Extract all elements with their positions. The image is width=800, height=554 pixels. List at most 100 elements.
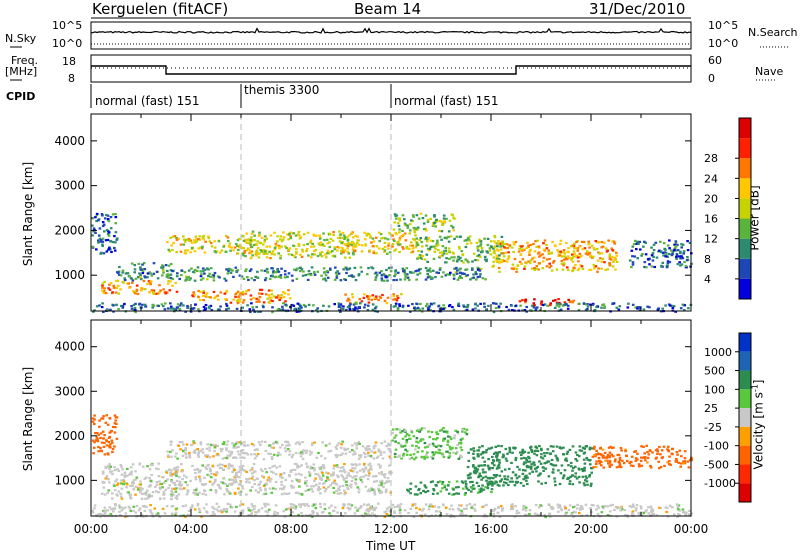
power-pixel [427, 249, 431, 252]
velocity-pixel [113, 445, 116, 448]
velocity-pixel [525, 459, 528, 462]
power-pixel [276, 308, 280, 311]
velocity-pixel [588, 474, 592, 477]
velocity-pixel [498, 459, 501, 462]
power-pixel [415, 214, 419, 217]
power-pixel [393, 221, 396, 224]
power-pixel [417, 269, 420, 272]
power-pixel [201, 277, 205, 280]
power-pixel [167, 276, 170, 279]
power-pixel [152, 272, 156, 275]
velocity-pixel [557, 510, 560, 513]
velocity-pixel [101, 470, 105, 473]
velocity-pixel [192, 489, 196, 492]
velocity-pixel [668, 463, 671, 466]
velocity-pixel [398, 507, 402, 510]
power-pixel [458, 268, 461, 271]
velocity-pixel [502, 484, 505, 487]
power-pixel [507, 255, 511, 258]
power-pixel [323, 277, 327, 280]
power-pixel [492, 260, 495, 263]
velocity-pixel [190, 506, 194, 509]
velocity-pixel [433, 452, 436, 455]
power-pixel [337, 304, 341, 307]
velocity-pixel [115, 437, 119, 440]
power-pixel [571, 253, 574, 256]
velocity-pixel [387, 480, 390, 483]
power-pixel [325, 256, 328, 259]
power-pixel [403, 232, 407, 235]
power-pixel [369, 235, 372, 238]
power-pixel [676, 263, 680, 266]
velocity-pixel [678, 509, 682, 512]
power-pixel [195, 238, 198, 241]
velocity-pixel [431, 492, 435, 495]
velocity-pixel [346, 447, 350, 450]
power-pixel [450, 213, 454, 216]
velocity-pixel [511, 480, 514, 483]
velocity-pixel [238, 476, 241, 479]
velocity-pixel [339, 453, 343, 457]
power-pixel [392, 295, 395, 298]
velocity-pixel [438, 451, 442, 455]
velocity-pixel [367, 488, 371, 491]
power-pixel [557, 250, 560, 253]
velocity-pixel [480, 464, 483, 467]
power-pixel [648, 263, 651, 266]
velocity-pixel [279, 446, 282, 449]
velocity-pixel [427, 508, 431, 511]
power-pixel [348, 302, 352, 305]
velocity-pixel [103, 493, 107, 496]
velocity-pixel [346, 487, 349, 490]
power-pixel [469, 278, 472, 281]
power-pixel [152, 262, 156, 265]
velocity-pixel [290, 479, 294, 483]
nsearch-tick-bottom: 10^0 [708, 37, 739, 50]
velocity-pixel [547, 460, 551, 463]
velocity-pixel [676, 515, 679, 518]
power-pixel [247, 239, 250, 242]
power-pixel [315, 234, 318, 237]
velocity-pixel [449, 437, 453, 441]
power-pixel [541, 253, 544, 256]
power-pixel [264, 279, 267, 282]
velocity-pixel [227, 450, 231, 453]
power-pixel [216, 308, 220, 311]
velocity-pixel [671, 453, 674, 456]
power-pixel [142, 262, 146, 265]
velocity-pixel [245, 452, 248, 455]
velocity-pixel [371, 475, 375, 478]
velocity-pixel [526, 476, 529, 479]
power-pixel [233, 246, 237, 249]
velocity-pixel [276, 454, 279, 457]
velocity-pixel [377, 472, 381, 475]
power-pixel [259, 310, 262, 313]
power-pixel [457, 255, 460, 258]
velocity-pixel [300, 464, 303, 467]
velocity-pixel [313, 441, 316, 444]
power-pixel [454, 271, 458, 274]
velocity-pixel [348, 508, 351, 511]
power-pixel [445, 257, 448, 260]
velocity-pixel [511, 507, 515, 510]
power-pixel [322, 232, 325, 235]
velocity-pixel [494, 451, 498, 454]
velocity-pixel [441, 454, 445, 457]
power-pixel [569, 245, 573, 248]
velocity-pixel [405, 441, 408, 444]
power-pixel [535, 267, 539, 270]
velocity-pixel [364, 455, 367, 459]
power-pixel [166, 241, 169, 244]
velocity-pixel [289, 503, 293, 506]
velocity-pixel [335, 464, 339, 467]
power-pixel [182, 235, 185, 238]
power-pixel [423, 258, 427, 261]
velocity-pixel [461, 481, 465, 484]
power-pixel [582, 240, 586, 244]
velocity-pixel [97, 450, 100, 453]
velocity-pixel [123, 471, 127, 474]
velocity-pixel [291, 503, 295, 506]
power-pixel [335, 274, 339, 277]
power-pixel [371, 245, 375, 248]
power-pixel [521, 309, 524, 312]
